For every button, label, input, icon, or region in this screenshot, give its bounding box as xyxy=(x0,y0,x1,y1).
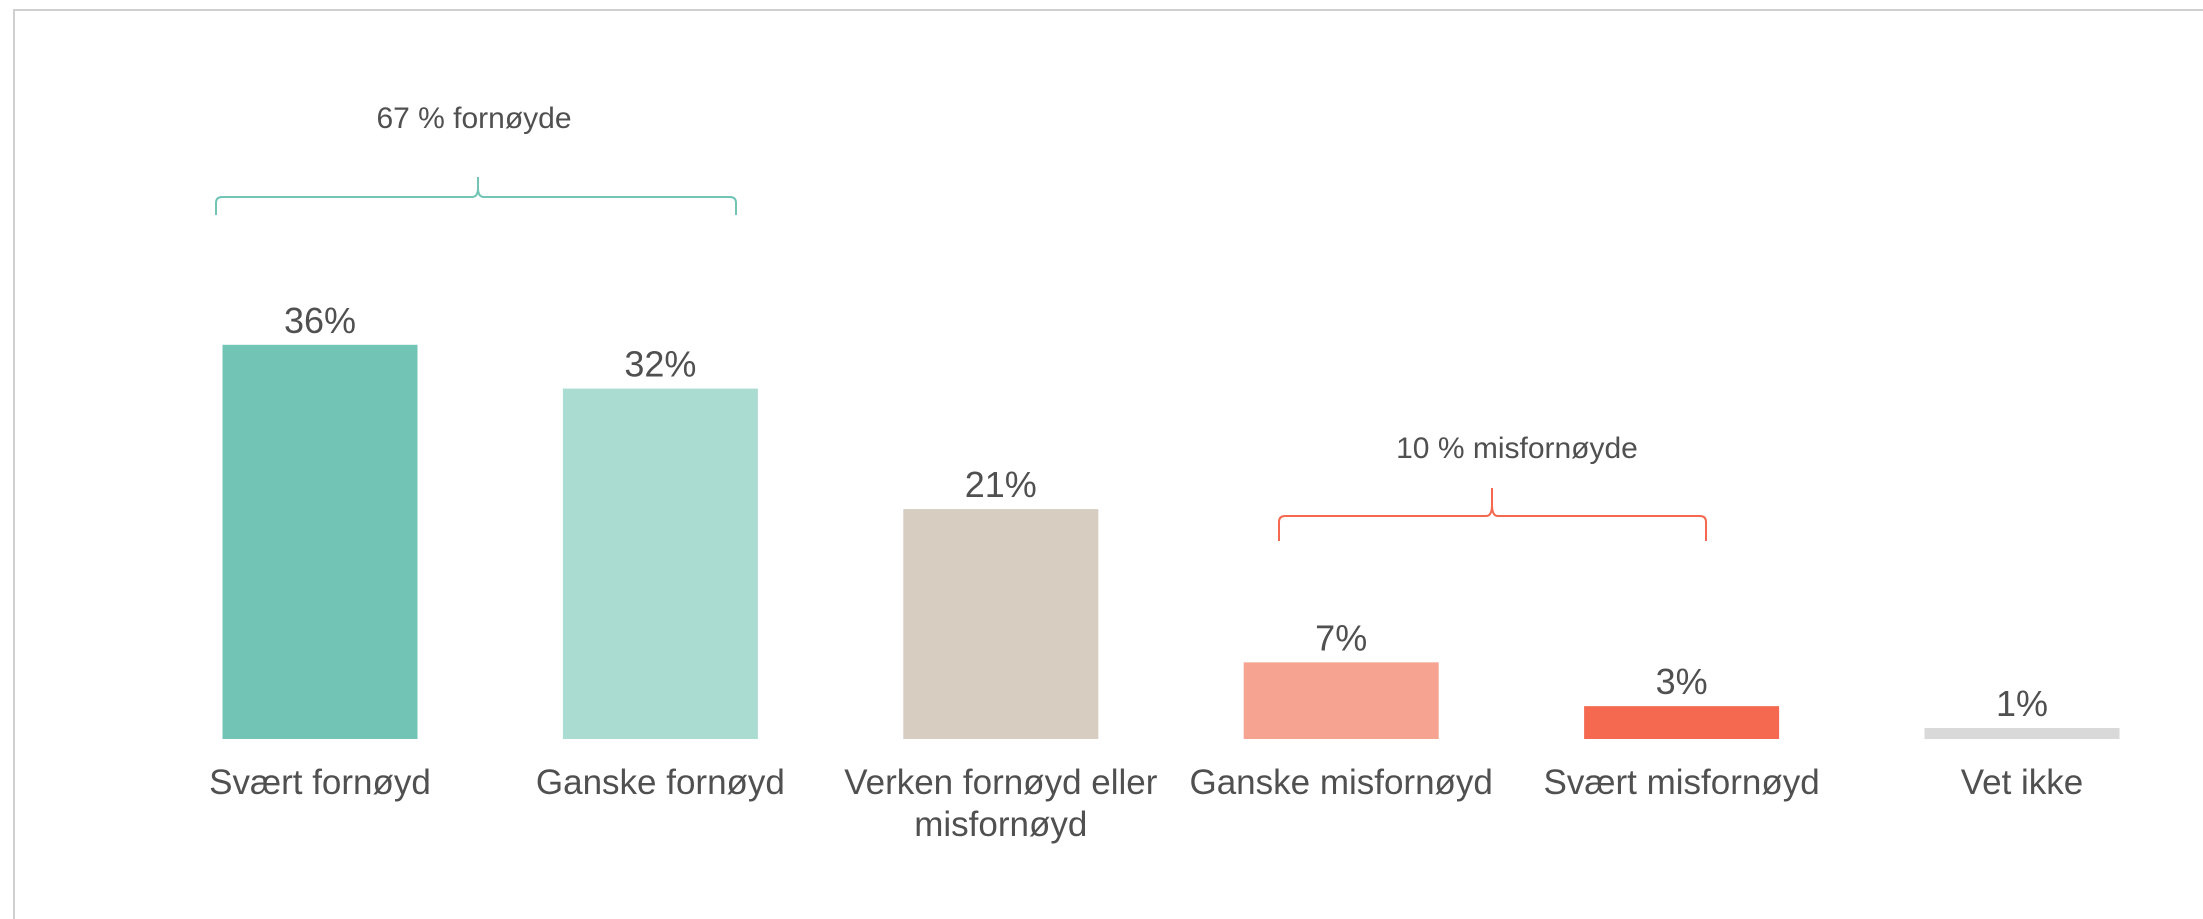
category-label: Svært misfornøyd xyxy=(1543,763,1820,802)
category-label: Ganske fornøyd xyxy=(535,763,785,802)
brace xyxy=(1278,488,1707,541)
category-label: Svært fornøyd xyxy=(209,763,431,802)
category-label: Vet ikke xyxy=(1960,763,2084,802)
frame xyxy=(13,9,2203,919)
bar xyxy=(1584,706,1780,739)
annotation: 67 % fornøyde xyxy=(376,102,571,135)
value-label: 21% xyxy=(965,464,1037,505)
bar xyxy=(903,509,1099,739)
bar xyxy=(1243,662,1439,739)
value-label: 36% xyxy=(284,300,356,341)
bar xyxy=(562,388,758,739)
bar xyxy=(222,344,418,739)
value-label: 7% xyxy=(1315,617,1367,658)
value-label: 3% xyxy=(1656,661,1708,702)
brace xyxy=(215,177,737,215)
category-label: Verken fornøyd eller misfornøyd xyxy=(844,763,1158,844)
value-label: 32% xyxy=(624,344,696,385)
category-label: Ganske misfornøyd xyxy=(1189,763,1493,802)
bar xyxy=(1924,728,2120,739)
annotation: 10 % misfornøyde xyxy=(1396,432,1638,465)
value-label: 1% xyxy=(1996,683,2048,724)
